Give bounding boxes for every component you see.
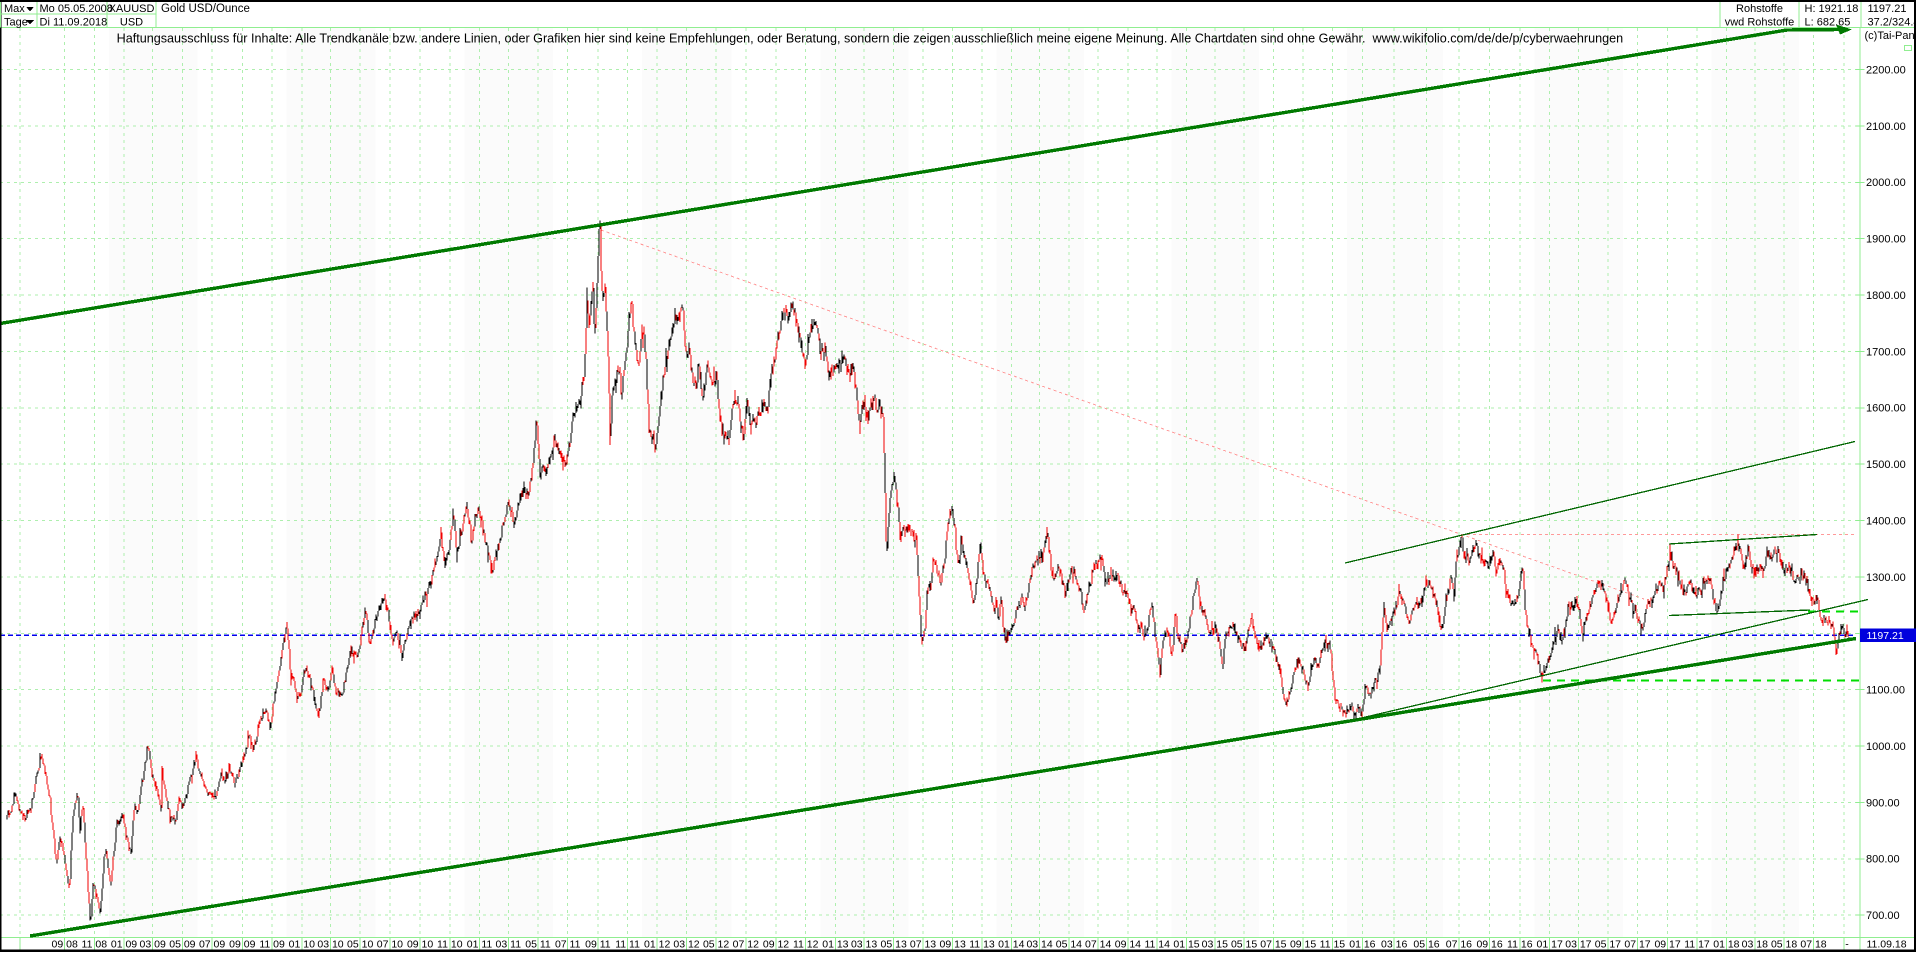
svg-text:07 10: 07 10 <box>377 938 403 950</box>
svg-text:1197.21: 1197.21 <box>1867 630 1904 642</box>
svg-text:05 10: 05 10 <box>347 938 373 950</box>
svg-text:(c)Tai-Pan: (c)Tai-Pan <box>1865 30 1915 42</box>
svg-text:11 15: 11 15 <box>1320 938 1346 950</box>
svg-text:1600.00: 1600.00 <box>1866 403 1906 415</box>
svg-text:01 11: 01 11 <box>467 938 493 950</box>
svg-text:03 11: 03 11 <box>496 938 522 950</box>
svg-text:700.00: 700.00 <box>1866 910 1900 922</box>
svg-text:11 17: 11 17 <box>1684 938 1710 950</box>
svg-text:05 15: 05 15 <box>1231 938 1257 950</box>
svg-text:05 18: 05 18 <box>1771 938 1797 950</box>
svg-text:XAUUSD: XAUUSD <box>109 3 155 15</box>
svg-text:USD: USD <box>120 16 143 28</box>
svg-text:1300.00: 1300.00 <box>1866 572 1906 584</box>
svg-text:07 17: 07 17 <box>1624 938 1650 950</box>
svg-text:-: - <box>1845 938 1849 950</box>
svg-text:09 09: 09 09 <box>229 938 255 950</box>
svg-text:07 13: 07 13 <box>910 938 936 950</box>
svg-text:07 12: 07 12 <box>733 938 759 950</box>
svg-text:09 11: 09 11 <box>585 938 611 950</box>
svg-text:03 12: 03 12 <box>673 938 699 950</box>
svg-text:Di 11.09.2018: Di 11.09.2018 <box>40 16 108 28</box>
svg-text:05 17: 05 17 <box>1595 938 1621 950</box>
svg-text:01 18: 01 18 <box>1713 938 1739 950</box>
svg-text:09 10: 09 10 <box>407 938 433 950</box>
svg-text:05 16: 05 16 <box>1413 938 1439 950</box>
svg-text:1800.00: 1800.00 <box>1866 290 1906 302</box>
svg-text:07 18: 07 18 <box>1800 938 1826 950</box>
svg-text:01 13: 01 13 <box>822 938 848 950</box>
svg-text:Gold USD/Ounce: Gold USD/Ounce <box>161 3 250 15</box>
svg-text:11 09: 11 09 <box>259 938 285 950</box>
svg-text:11 08: 11 08 <box>82 938 108 950</box>
svg-text:1197.21: 1197.21 <box>1868 3 1907 15</box>
svg-text:05 14: 05 14 <box>1056 938 1082 950</box>
svg-text:Tage: Tage <box>4 16 28 28</box>
svg-text:900.00: 900.00 <box>1866 797 1900 809</box>
svg-text:2200.00: 2200.00 <box>1866 64 1906 76</box>
svg-text:05 09: 05 09 <box>169 938 195 950</box>
svg-text:07 14: 07 14 <box>1085 938 1111 950</box>
svg-text:L: 682.65: L: 682.65 <box>1805 16 1851 28</box>
svg-text:1400.00: 1400.00 <box>1866 515 1906 527</box>
svg-text:1100.00: 1100.00 <box>1866 685 1905 697</box>
svg-text:03 18: 03 18 <box>1742 938 1768 950</box>
svg-text:11 16: 11 16 <box>1507 938 1533 950</box>
svg-text:11 11: 11 11 <box>615 938 640 950</box>
svg-text:Rohstoffe: Rohstoffe <box>1736 3 1783 15</box>
svg-text:800.00: 800.00 <box>1866 854 1900 866</box>
svg-text:11 12: 11 12 <box>793 938 819 950</box>
svg-text:H: 1921.18: H: 1921.18 <box>1805 3 1859 15</box>
svg-text:11.09.18: 11.09.18 <box>1866 938 1906 950</box>
svg-text:01 12: 01 12 <box>644 938 670 950</box>
svg-text:03 13: 03 13 <box>851 938 877 950</box>
svg-text:05 13: 05 13 <box>881 938 907 950</box>
svg-text:09 17: 09 17 <box>1654 938 1680 950</box>
svg-text:05 12: 05 12 <box>703 938 729 950</box>
svg-text:2000.00: 2000.00 <box>1866 177 1906 189</box>
svg-text:05 11: 05 11 <box>525 938 551 950</box>
svg-text:1000.00: 1000.00 <box>1866 741 1906 753</box>
svg-text:01 15: 01 15 <box>1173 938 1199 950</box>
svg-text:09 15: 09 15 <box>1290 938 1316 950</box>
svg-text:Max: Max <box>4 3 25 15</box>
svg-text:01 10: 01 10 <box>289 938 315 950</box>
svg-text:Mo 05.05.2008: Mo 05.05.2008 <box>40 3 113 15</box>
svg-text:03 15: 03 15 <box>1202 938 1228 950</box>
svg-text:Haftungsausschluss für Inhalte: Haftungsausschluss für Inhalte: Alle Tre… <box>117 32 1624 46</box>
svg-text:03 16: 03 16 <box>1381 938 1407 950</box>
svg-text:03 17: 03 17 <box>1565 938 1591 950</box>
svg-text:01 14: 01 14 <box>998 938 1024 950</box>
svg-text:09 16: 09 16 <box>1476 938 1502 950</box>
svg-text:01 09: 01 09 <box>111 938 137 950</box>
svg-text:07 09: 07 09 <box>199 938 225 950</box>
svg-text:07 11: 07 11 <box>555 938 581 950</box>
svg-text:01 16: 01 16 <box>1349 938 1375 950</box>
svg-text:1700.00: 1700.00 <box>1866 346 1906 358</box>
svg-text:09 08: 09 08 <box>52 938 78 950</box>
svg-text:01 17: 01 17 <box>1537 938 1563 950</box>
svg-text:03 14: 03 14 <box>1026 938 1052 950</box>
svg-text:09 14: 09 14 <box>1115 938 1141 950</box>
svg-text:11 14: 11 14 <box>1144 938 1170 950</box>
svg-text:11 10: 11 10 <box>437 938 463 950</box>
svg-text:1900.00: 1900.00 <box>1866 234 1906 246</box>
svg-text:07 15: 07 15 <box>1260 938 1286 950</box>
svg-text:03 10: 03 10 <box>317 938 343 950</box>
svg-text:09 13: 09 13 <box>940 938 966 950</box>
svg-text:09 12: 09 12 <box>763 938 789 950</box>
svg-text:1500.00: 1500.00 <box>1866 459 1906 471</box>
svg-text:2100.00: 2100.00 <box>1866 121 1906 133</box>
svg-text:37.2/324.4: 37.2/324.4 <box>1868 16 1916 28</box>
svg-text:03 09: 03 09 <box>140 938 166 950</box>
svg-text:07 16: 07 16 <box>1446 938 1472 950</box>
svg-text:vwd Rohstoffe: vwd Rohstoffe <box>1725 16 1795 28</box>
svg-text:11 13: 11 13 <box>969 938 995 950</box>
